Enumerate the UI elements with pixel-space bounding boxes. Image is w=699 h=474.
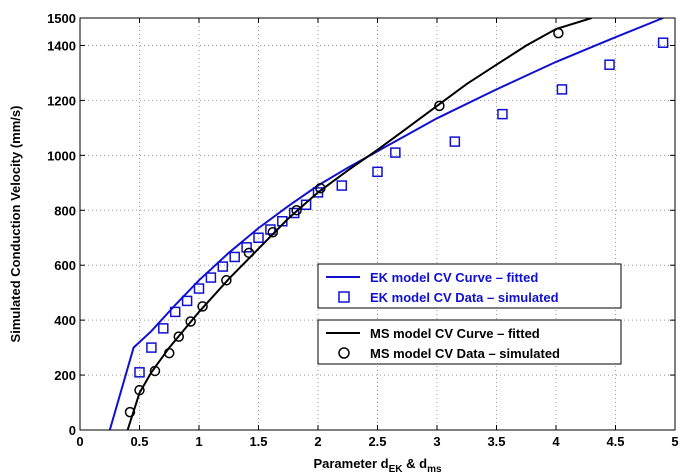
data-point-square [253,232,264,243]
x-tick-label: 4 [552,434,560,449]
data-point-square [229,251,240,263]
data-point-circle [149,365,161,377]
legend-label: MS model CV Data – simulated [370,346,560,361]
x-tick-label: 2.5 [368,434,386,449]
data-point-circle [291,205,302,216]
data-point-square [146,342,157,353]
data-point-circle [197,301,208,312]
x-tick-label: 3 [433,434,440,449]
data-point-square [181,295,193,307]
x-tick-label: 0 [76,434,83,449]
data-point-square [657,37,669,48]
x-tick-label: 0.5 [130,434,148,449]
series-line-0 [108,18,664,430]
y-tick-label: 1200 [47,93,76,108]
legend-label: EK model CV Curve – fitted [370,270,538,285]
data-point-square [497,108,508,120]
x-tick-label: 5 [671,434,678,449]
data-point-square [449,136,461,147]
data-point-circle [124,406,136,418]
data-point-square [134,367,145,378]
data-point-square [604,59,615,70]
data-point-square [372,166,383,178]
data-point-circle [243,247,255,259]
y-tick-label: 400 [54,313,76,328]
data-point-circle [315,183,326,194]
data-point-square [217,261,229,272]
data-point-square [205,272,217,283]
plot-area [80,18,675,430]
x-tick-label: 4.5 [606,434,624,449]
y-tick-label: 1000 [47,148,76,163]
data-point-circle [134,384,145,396]
data-point-circle [164,347,175,359]
data-point-circle [185,316,196,327]
data-point-square [193,283,205,294]
y-tick-label: 0 [69,423,76,438]
x-tick-label: 1.5 [249,434,267,449]
data-point-square [265,224,276,235]
y-tick-label: 1400 [47,38,76,53]
data-point-square [169,306,181,318]
y-tick-label: 800 [54,203,76,218]
y-tick-label: 200 [54,368,76,383]
data-point-square [300,199,312,211]
data-point-square [241,242,252,253]
data-point-square [556,84,568,95]
legend-swatch-square [338,291,350,303]
x-tick-label: 1 [195,434,202,449]
data-point-square [336,180,348,191]
y-tick-label: 1500 [47,11,76,26]
data-point-square [288,207,300,219]
series-line-2 [126,18,592,430]
data-point-circle [173,331,185,342]
data-point-square [158,323,169,334]
data-point-circle [553,27,564,39]
data-point-circle [221,275,232,286]
y-tick-label: 600 [54,258,76,273]
legend-label: MS model CV Curve – fitted [370,326,540,341]
x-axis-label: Parameter dEK & dms [313,456,442,474]
legend-swatch-circle [338,347,350,359]
x-tick-label: 3.5 [487,434,505,449]
data-point-circle [267,226,279,238]
legend-ek [317,263,622,309]
x-tick-label: 2 [314,434,321,449]
legend-ms [317,319,622,365]
data-point-circle [434,100,445,112]
data-point-square [390,147,401,158]
y-axis-label: Simulated Conduction Velocity (mm/s) [8,106,23,343]
legend-label: EK model CV Data – simulated [370,290,559,305]
